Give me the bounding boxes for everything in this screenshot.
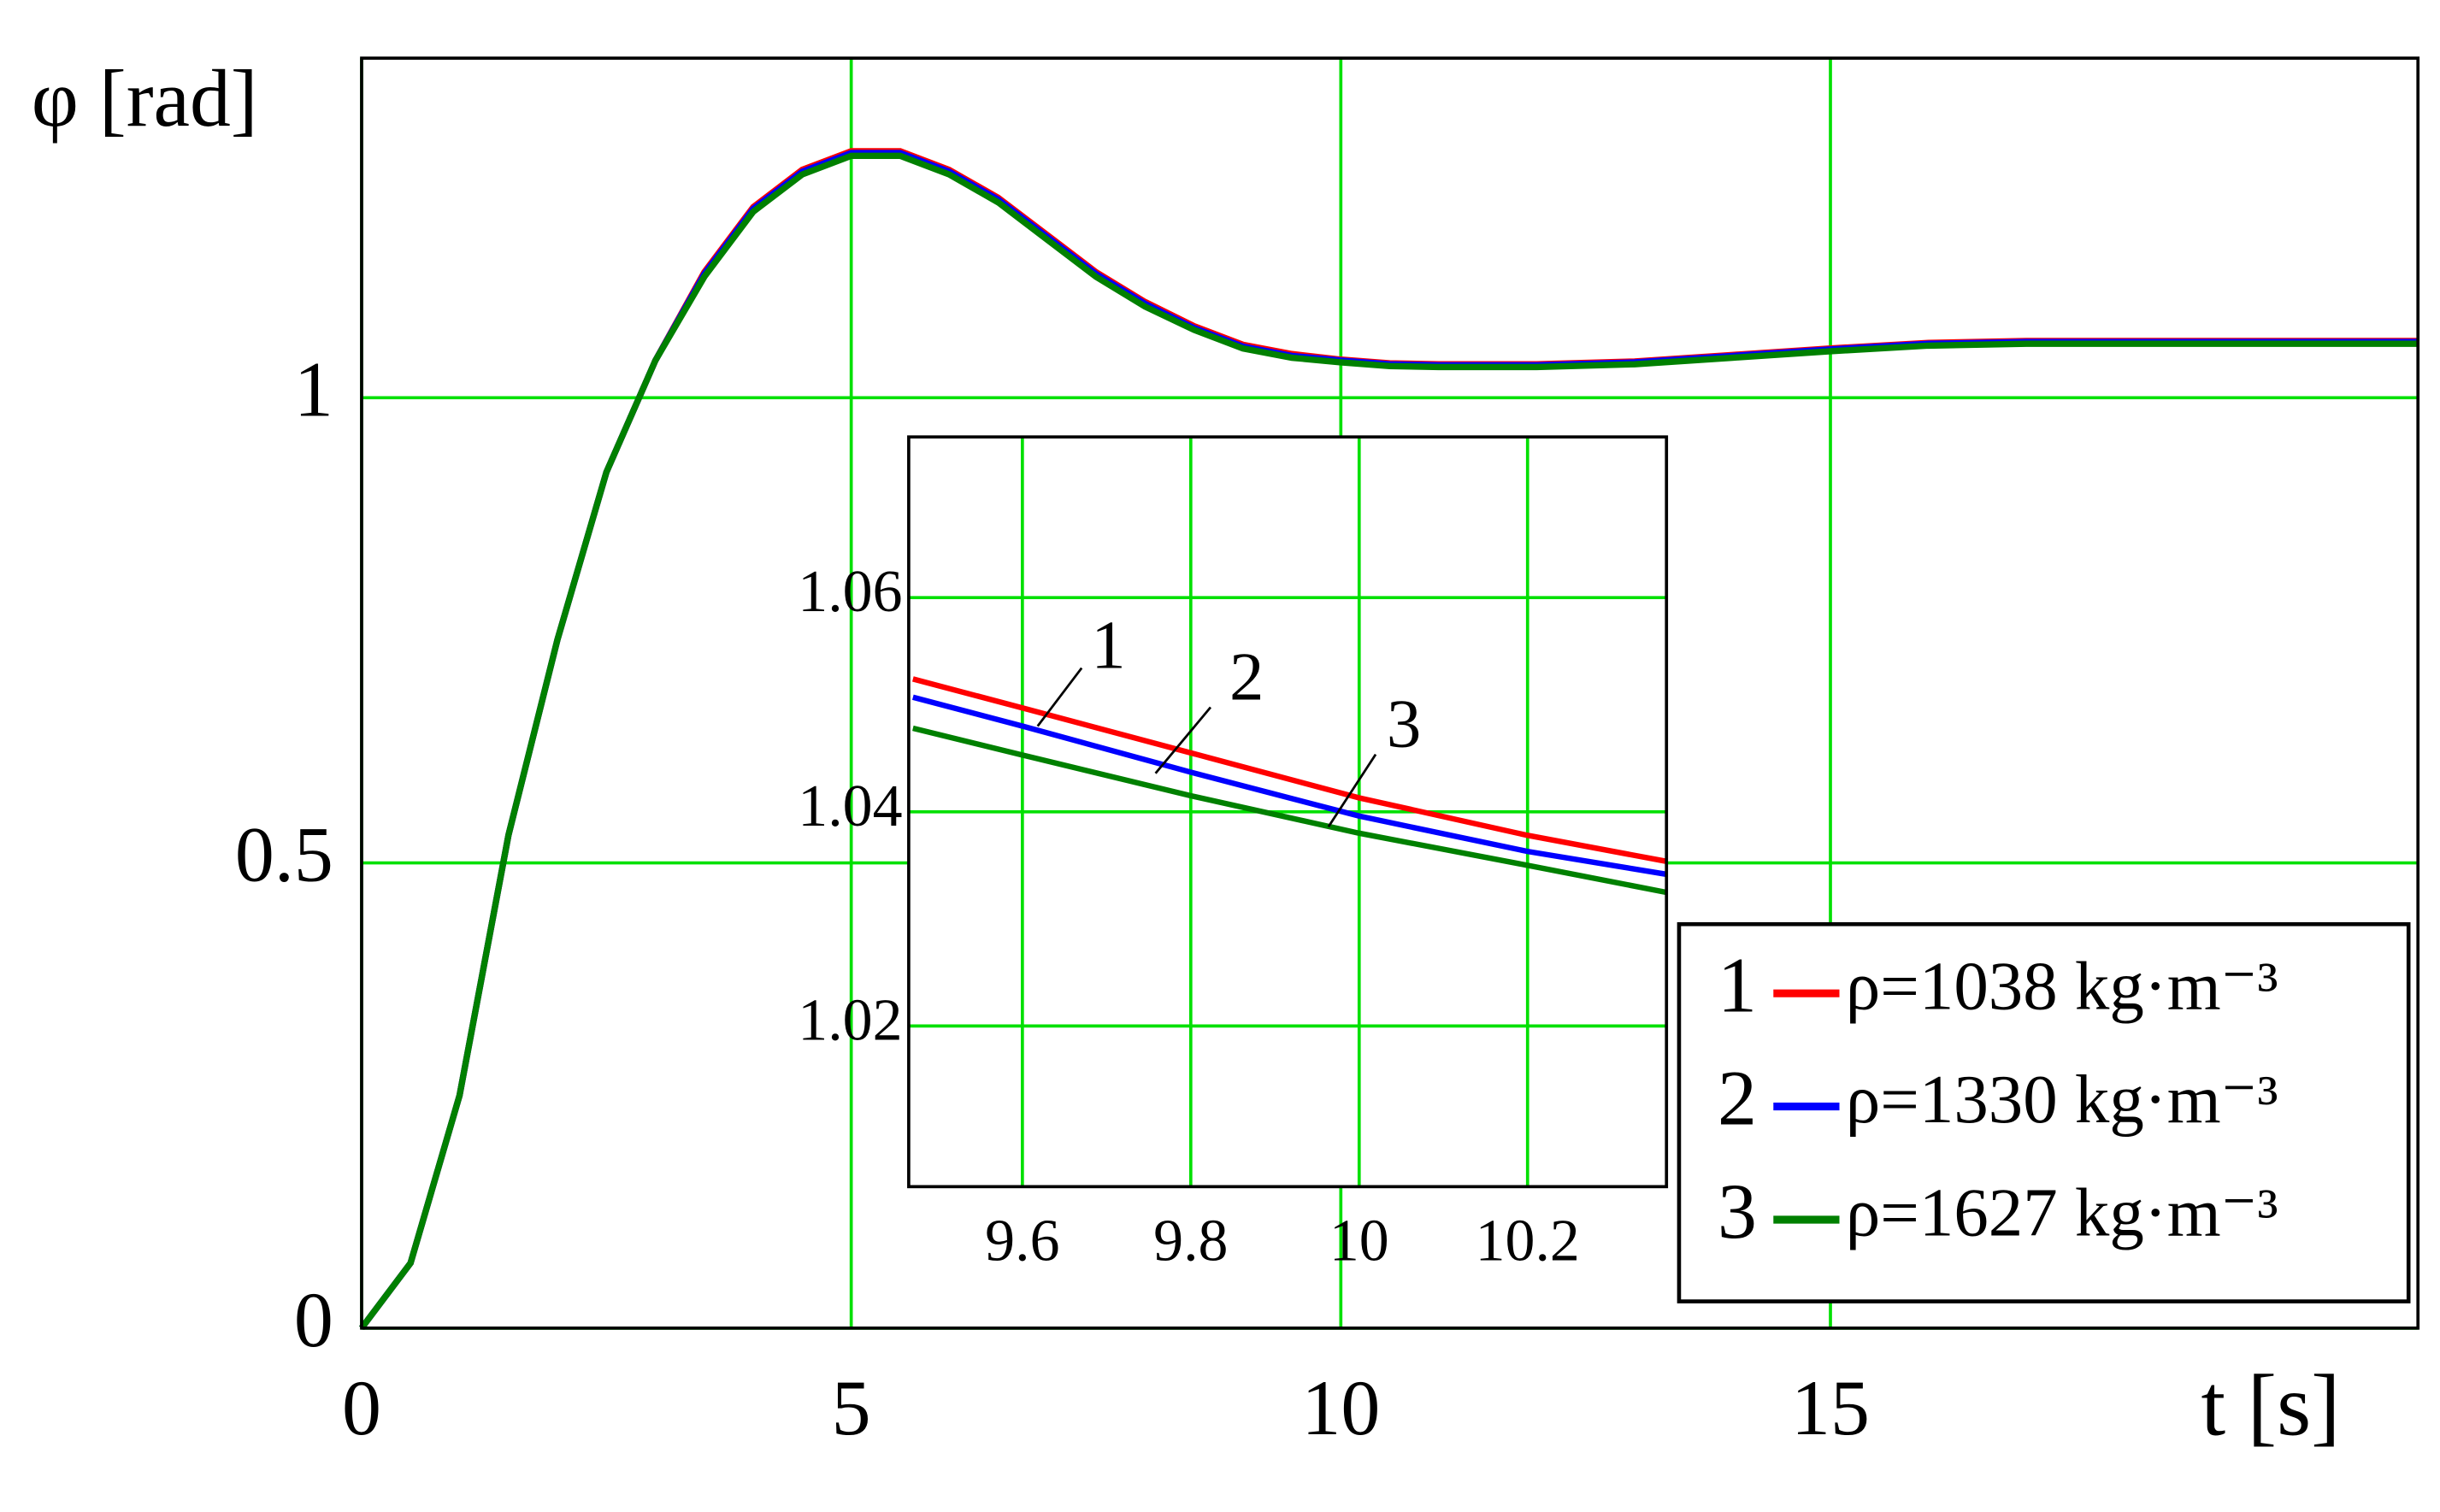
x-tick-label: 10: [1329, 1208, 1389, 1274]
y-tick-label: 1: [294, 345, 333, 432]
legend-number: 2: [1718, 1055, 1757, 1142]
leader-line: [1327, 753, 1377, 828]
y-tick-label: 0: [294, 1276, 333, 1363]
annotation: 3: [1387, 685, 1421, 762]
y-axis-label: φ [rad]: [32, 53, 258, 144]
legend-label: ρ=1627 kg·m⁻³: [1846, 1174, 2278, 1251]
x-tick-label: 5: [832, 1364, 871, 1451]
legend-label: ρ=1038 kg·m⁻³: [1846, 948, 2278, 1025]
leader-line: [1154, 706, 1212, 774]
x-axis-label: t [s]: [2201, 1357, 2340, 1455]
y-tick-label: 1.02: [798, 987, 902, 1053]
x-tick-label: 9.6: [985, 1208, 1059, 1274]
leader-line: [1036, 667, 1083, 727]
series-line: [359, 152, 2419, 1331]
plot-frame: [907, 435, 1669, 1189]
x-tick-label: 0: [342, 1364, 381, 1451]
annotation: 2: [1229, 638, 1264, 715]
legend-number: 1: [1718, 941, 1757, 1028]
plot-frame: [360, 56, 2420, 1330]
x-tick-label: 10: [1301, 1364, 1380, 1451]
x-tick-label: 9.8: [1153, 1208, 1228, 1274]
series-line: [912, 694, 1667, 878]
annotation: 1: [1091, 607, 1125, 684]
legend-label: ρ=1330 kg·m⁻³: [1846, 1061, 2278, 1138]
series-line: [912, 725, 1667, 896]
y-tick-label: 1.06: [798, 559, 902, 625]
y-tick-label: 1.04: [798, 774, 902, 839]
legend-number: 3: [1718, 1168, 1757, 1255]
lines: [359, 148, 2419, 1331]
lines: [912, 676, 1667, 896]
y-tick-label: 0.5: [235, 811, 333, 898]
legend: 1 ρ=1038 kg·m⁻³ 2 ρ=1330 kg·m⁻³ 3 ρ=1627 kg·m…: [1677, 921, 2411, 1303]
x-tick-label: 15: [1791, 1364, 1870, 1451]
inset: 9.6 9.8 10 10.2 1.02 1.04 1.06 1 2 3: [798, 435, 1669, 1274]
x-tick-label: 10.2: [1476, 1208, 1580, 1274]
legend-box: [1677, 921, 2411, 1303]
series-line: [912, 676, 1667, 865]
